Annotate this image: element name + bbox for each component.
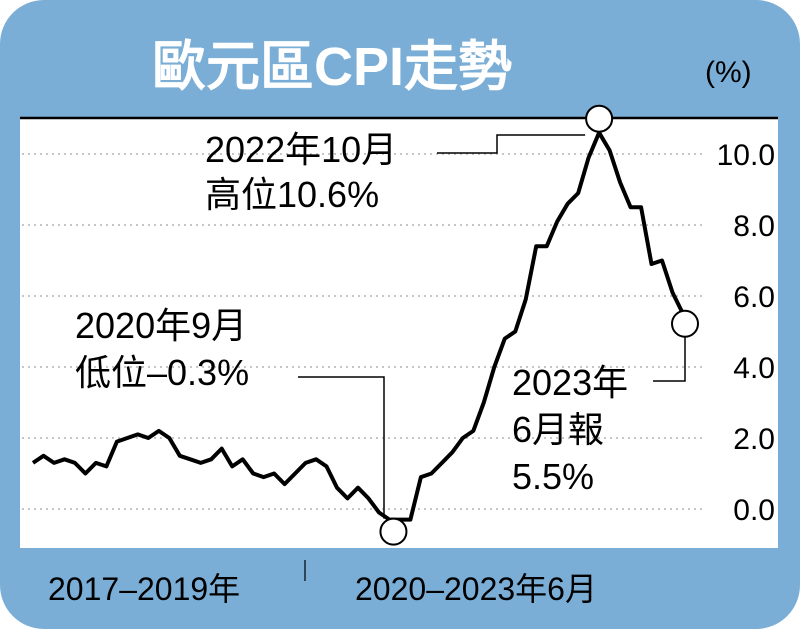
y-tick-label: 6.0: [733, 281, 775, 314]
low-marker: [379, 517, 408, 546]
latest-leader-line: [653, 336, 686, 382]
y-tick-label: 8.0: [733, 210, 775, 243]
latest-label-line1: 2023年: [512, 362, 628, 403]
y-tick-label: 4.0: [733, 352, 775, 385]
x-axis-segment-label: 2020–2023年6月: [355, 571, 597, 607]
low-label-line2: 低位–0.3%: [75, 352, 249, 393]
y-tick-label: 0.0: [733, 494, 775, 527]
y-tick-label: 2.0: [733, 423, 775, 456]
y-tick-label: 10.0: [717, 139, 775, 172]
x-axis-segment-label: 2017–2019年: [48, 571, 240, 607]
high-marker: [585, 104, 614, 133]
latest-marker: [671, 309, 699, 338]
low-label-line1: 2020年9月: [75, 305, 247, 346]
high-leader-line: [437, 134, 586, 154]
high-label-line2: 高位10.6%: [205, 174, 379, 215]
low-leader-line: [298, 376, 385, 519]
latest-label-line3: 5.5%: [512, 456, 594, 497]
cpi-series-line: [31, 130, 685, 522]
chart-title: 歐元區CPI走勢: [152, 37, 512, 97]
unit-label: (%): [705, 56, 752, 89]
high-label-line1: 2022年10月: [205, 129, 397, 170]
latest-label-line2: 6月報: [512, 409, 604, 450]
plot-panel: [20, 118, 778, 548]
